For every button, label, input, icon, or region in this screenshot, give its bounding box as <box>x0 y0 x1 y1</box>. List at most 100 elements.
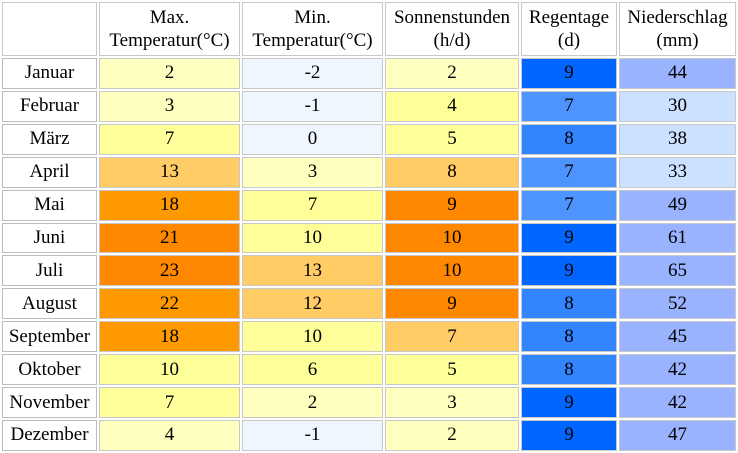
month-cell: November <box>2 387 97 418</box>
sunshine-header-line2: (h/d) <box>433 30 471 51</box>
max-temp-cell: 13 <box>99 156 240 188</box>
rain-days-cell: 9 <box>521 58 617 89</box>
rain-days-header: Regentage (d) <box>521 2 617 56</box>
corner-header <box>2 2 97 56</box>
min-temp-cell: 10 <box>242 222 383 254</box>
precipitation-header-line1: Niederschlag <box>627 7 728 28</box>
rain-days-cell: 9 <box>521 222 617 254</box>
month-cell: Oktober <box>2 354 97 386</box>
min-temp-cell: 2 <box>242 387 383 418</box>
min-temp-cell: 3 <box>242 156 383 188</box>
sunshine-cell: 3 <box>385 387 519 418</box>
precipitation-cell: 65 <box>619 255 736 287</box>
sunshine-cell: 2 <box>385 58 519 89</box>
rain-days-cell: 9 <box>521 255 617 287</box>
table-row: Mai 18 7 9 7 49 <box>2 189 736 221</box>
table-row: August 22 12 9 8 52 <box>2 288 736 320</box>
sunshine-header-line1: Sonnenstunden <box>393 7 511 28</box>
sunshine-cell: 10 <box>385 255 519 287</box>
table-row: April 13 3 8 7 33 <box>2 156 736 188</box>
table-row: Dezember 4 -1 2 9 47 <box>2 419 736 451</box>
precipitation-cell: 61 <box>619 222 736 254</box>
month-cell: April <box>2 156 97 188</box>
sunshine-cell: 7 <box>385 321 519 353</box>
precipitation-header-line2: (mm) <box>656 30 699 51</box>
min-temp-cell: 13 <box>242 255 383 287</box>
table-row: Juli 23 13 10 9 65 <box>2 255 736 287</box>
month-cell: März <box>2 123 97 155</box>
rain-days-cell: 9 <box>521 419 617 451</box>
month-cell: Februar <box>2 90 97 122</box>
sunshine-cell: 4 <box>385 90 519 122</box>
min-temp-header-line1: Min. <box>294 7 331 28</box>
header-row: Max. Temperatur(°C) Min. Temperatur(°C) … <box>2 2 736 56</box>
rain-days-cell: 9 <box>521 387 617 418</box>
min-temp-cell: 12 <box>242 288 383 320</box>
min-temp-cell: 7 <box>242 189 383 221</box>
month-cell: Dezember <box>2 419 97 451</box>
precipitation-cell: 47 <box>619 419 736 451</box>
min-temp-cell: -1 <box>242 419 383 451</box>
precipitation-cell: 30 <box>619 90 736 122</box>
max-temp-header-line1: Max. <box>149 7 190 28</box>
min-temp-header: Min. Temperatur(°C) <box>242 2 383 56</box>
max-temp-cell: 2 <box>99 58 240 89</box>
max-temp-cell: 22 <box>99 288 240 320</box>
min-temp-cell: -2 <box>242 58 383 89</box>
min-temp-cell: 10 <box>242 321 383 353</box>
precipitation-cell: 49 <box>619 189 736 221</box>
month-cell: Juni <box>2 222 97 254</box>
min-temp-cell: 6 <box>242 354 383 386</box>
rain-days-cell: 8 <box>521 354 617 386</box>
rain-days-cell: 8 <box>521 321 617 353</box>
sunshine-header: Sonnenstunden (h/d) <box>385 2 519 56</box>
table-row: Juni 21 10 10 9 61 <box>2 222 736 254</box>
month-cell: Juli <box>2 255 97 287</box>
sunshine-cell: 9 <box>385 189 519 221</box>
sunshine-cell: 10 <box>385 222 519 254</box>
month-cell: September <box>2 321 97 353</box>
rain-days-cell: 7 <box>521 90 617 122</box>
sunshine-cell: 5 <box>385 123 519 155</box>
rain-days-header-line2: (d) <box>557 30 581 51</box>
max-temp-cell: 21 <box>99 222 240 254</box>
month-cell: August <box>2 288 97 320</box>
max-temp-cell: 3 <box>99 90 240 122</box>
precipitation-cell: 44 <box>619 58 736 89</box>
rain-days-cell: 8 <box>521 123 617 155</box>
max-temp-header: Max. Temperatur(°C) <box>99 2 240 56</box>
precipitation-cell: 42 <box>619 354 736 386</box>
max-temp-cell: 7 <box>99 123 240 155</box>
max-temp-header-line2: Temperatur(°C) <box>109 30 230 51</box>
sunshine-cell: 2 <box>385 419 519 451</box>
precipitation-header: Niederschlag (mm) <box>619 2 736 56</box>
table-row: Februar 3 -1 4 7 30 <box>2 90 736 122</box>
sunshine-cell: 8 <box>385 156 519 188</box>
rain-days-header-line1: Regentage <box>528 7 610 28</box>
max-temp-cell: 18 <box>99 189 240 221</box>
table-row: Januar 2 -2 2 9 44 <box>2 58 736 89</box>
precipitation-cell: 42 <box>619 387 736 418</box>
rain-days-cell: 8 <box>521 288 617 320</box>
table-row: September 18 10 7 8 45 <box>2 321 736 353</box>
sunshine-cell: 5 <box>385 354 519 386</box>
max-temp-cell: 4 <box>99 419 240 451</box>
month-cell: Januar <box>2 58 97 89</box>
precipitation-cell: 45 <box>619 321 736 353</box>
climate-table-body: Januar 2 -2 2 9 44 Februar 3 -1 4 7 30 März 7 0 5 8 38 Apr… <box>2 58 736 451</box>
sunshine-cell: 9 <box>385 288 519 320</box>
table-row: November 7 2 3 9 42 <box>2 387 736 418</box>
min-temp-header-line2: Temperatur(°C) <box>252 30 373 51</box>
month-cell: Mai <box>2 189 97 221</box>
max-temp-cell: 10 <box>99 354 240 386</box>
table-row: März 7 0 5 8 38 <box>2 123 736 155</box>
rain-days-cell: 7 <box>521 189 617 221</box>
precipitation-cell: 33 <box>619 156 736 188</box>
max-temp-cell: 23 <box>99 255 240 287</box>
min-temp-cell: 0 <box>242 123 383 155</box>
precipitation-cell: 52 <box>619 288 736 320</box>
precipitation-cell: 38 <box>619 123 736 155</box>
table-row: Oktober 10 6 5 8 42 <box>2 354 736 386</box>
min-temp-cell: -1 <box>242 90 383 122</box>
